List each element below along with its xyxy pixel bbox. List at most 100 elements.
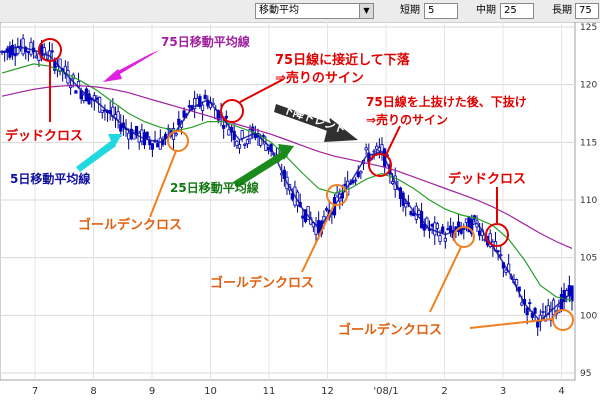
grid <box>0 22 575 380</box>
candle <box>243 142 247 149</box>
golden-cross-marker-2 <box>326 184 348 206</box>
downtrend-arrow-head <box>324 118 358 142</box>
candle-body <box>222 125 226 129</box>
candle-body <box>29 42 33 55</box>
candle <box>235 139 239 149</box>
candle-body <box>174 133 178 136</box>
candle <box>324 206 329 212</box>
mid-period-input[interactable]: 25 <box>500 3 534 19</box>
toolbar: 移動平均 ▼ 短期 5 中期 25 長期 75 <box>0 0 600 23</box>
y-tick-label: 110 <box>580 196 597 206</box>
candle <box>499 245 503 260</box>
candle-body <box>58 58 62 73</box>
annotations: 75日移動平均線 デッドクロス 5日移動平均線 75日線に接近して下落 ⇒売りの… <box>5 34 574 338</box>
y-axis: 95 100 105 110 115 120 125 <box>580 23 597 379</box>
annotation-golden-cross-2: ゴールデンクロス <box>210 275 314 291</box>
candle-body <box>42 47 46 56</box>
candle-body <box>549 309 553 321</box>
candle-body <box>100 109 104 113</box>
golden-cross-marker-1 <box>167 130 189 152</box>
x-tick-label: 12 <box>321 386 334 397</box>
candle-body <box>200 104 205 112</box>
candle <box>42 42 46 60</box>
candle-body <box>435 223 440 229</box>
candle-body <box>359 170 363 174</box>
candle-body <box>425 217 429 228</box>
candle-body <box>478 230 482 236</box>
candle-body <box>525 307 529 316</box>
annotation-golden-cross-3: ゴールデンクロス <box>338 322 442 338</box>
annotation-golden-cross-1: ゴールデンクロス <box>78 217 182 233</box>
candle-body <box>372 150 376 153</box>
candle-body <box>198 96 202 107</box>
candle-body <box>137 132 141 143</box>
short-period-input[interactable]: 5 <box>424 3 458 19</box>
candle <box>354 177 358 186</box>
candle <box>425 216 429 230</box>
long-period-label: 長期 <box>552 5 572 16</box>
candle <box>150 143 155 158</box>
candle-body <box>95 97 99 100</box>
golden-cross-pointer-2 <box>301 204 335 273</box>
candle-body <box>290 193 294 200</box>
candle <box>50 43 54 59</box>
candle-body <box>528 302 532 305</box>
candle-body <box>177 118 181 126</box>
candle-body <box>24 47 28 52</box>
candle-body <box>140 129 144 142</box>
candle <box>359 170 363 180</box>
chevron-down-icon[interactable]: ▼ <box>359 3 374 19</box>
x-axis: 7 8 9 10 11 12 '08/1 2 3 4 <box>32 386 565 397</box>
moving-average-lines <box>1 45 573 323</box>
x-tick-label: 11 <box>263 386 276 397</box>
candle-body <box>129 128 133 139</box>
candle-body <box>127 132 131 140</box>
x-tick-label: 10 <box>204 386 217 397</box>
candle-body <box>235 140 239 146</box>
x-tick-label: 8 <box>90 386 96 397</box>
indicator-select[interactable]: 移動平均 <box>255 3 361 19</box>
candle-body <box>422 224 426 231</box>
candle-body <box>8 46 12 58</box>
approach-75-pointer <box>239 79 283 103</box>
candle-body <box>34 55 38 59</box>
long-period-input[interactable]: 75 <box>575 3 599 19</box>
annotation-dead-cross-1: デッドクロス <box>5 128 83 144</box>
annotation-sell-signal-2: ⇒売りのサイン <box>366 112 448 127</box>
candle-body <box>441 226 445 233</box>
candle-body <box>156 143 160 148</box>
candle-body <box>182 110 186 118</box>
x-tick-label: 7 <box>32 386 38 397</box>
ma5-arrow <box>76 140 116 172</box>
ma5-line <box>1 45 573 323</box>
candle-body <box>243 143 247 146</box>
candle <box>364 143 368 156</box>
candle-body <box>356 171 360 178</box>
annotation-ma5: 5日移動平均線 <box>10 171 90 186</box>
candle <box>237 139 242 154</box>
candle-body <box>430 223 434 227</box>
annotation-sell-signal-1: ⇒売りのサイン <box>275 70 364 86</box>
x-tick-label: 2 <box>441 386 447 397</box>
candle-body <box>224 115 228 119</box>
y-tick-label: 120 <box>580 81 597 91</box>
candle-body <box>514 279 519 286</box>
candle-body <box>375 145 379 150</box>
y-tick-label: 100 <box>580 311 597 321</box>
candle-body <box>240 130 244 139</box>
ma5-arrow-head <box>108 134 122 148</box>
approach-75-marker <box>220 99 244 123</box>
candle-body <box>470 219 474 235</box>
candle-body <box>116 111 120 121</box>
x-tick-label: '08/1 <box>373 386 398 397</box>
candle <box>10 39 15 60</box>
candle-body <box>464 218 469 223</box>
candle-body <box>520 302 524 306</box>
candle-body <box>158 137 162 150</box>
annotation-ma75: 75日移動平均線 <box>161 34 250 49</box>
candle <box>356 165 360 179</box>
candle <box>541 303 545 321</box>
break-below-75-pointer <box>385 125 401 156</box>
candle-body <box>74 90 78 94</box>
